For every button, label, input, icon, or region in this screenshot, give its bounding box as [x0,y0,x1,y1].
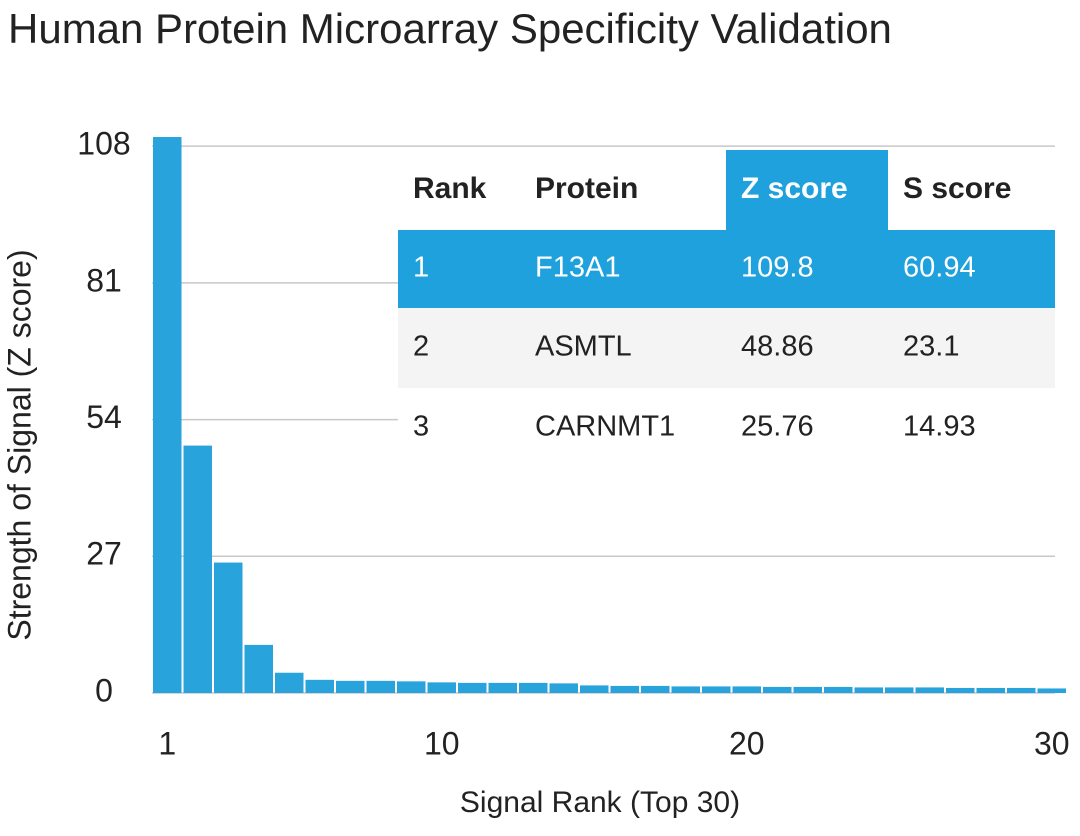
y-tick-label: 81 [86,262,122,298]
table-cell: 25.76 [741,411,814,443]
bar [275,672,304,693]
table-cell: ASMTL [535,331,632,363]
bar [702,686,731,693]
bar [580,685,609,693]
bar [549,683,578,693]
table-header: Rank [413,172,487,205]
bar [488,682,517,693]
x-tick-label: 30 [1034,725,1070,761]
bar [732,686,761,693]
table-header: Z score [741,172,848,205]
bar [793,686,822,693]
bar [1037,688,1066,693]
y-tick-label: 54 [86,399,122,435]
y-tick-label: 108 [77,126,130,162]
bar [183,445,212,693]
y-axis-label: Strength of Signal (Z score) [1,249,37,640]
table-cell: 3 [413,411,429,443]
bar [244,644,273,693]
table-header: S score [903,172,1011,205]
table-cell: 23.1 [903,331,959,363]
chart-title: Human Protein Microarray Specificity Val… [8,5,892,52]
table-header-highlight [726,150,888,230]
bar [397,681,426,693]
bar [427,682,456,693]
y-tick-label: 27 [86,536,122,572]
bar [366,680,395,693]
bar [458,682,487,693]
bar [885,687,914,693]
table-cell: 2 [413,331,429,363]
bar [214,562,243,693]
bar [915,687,944,693]
table-row-bg [398,388,1055,468]
table-cell: 1 [413,252,429,284]
bar [641,685,670,693]
bar [610,685,639,693]
bar [946,687,975,693]
table-row-bg [398,308,1055,388]
x-tick-label: 20 [729,725,765,761]
table-cell: 48.86 [741,331,814,363]
table-cell: 60.94 [903,252,976,284]
table-header: Protein [535,172,638,205]
bar [1007,687,1036,693]
bar [976,687,1005,693]
bar [763,686,792,693]
bar [519,682,548,693]
table-cell: 109.8 [741,252,814,284]
table-row-bg [398,230,1055,308]
bar [671,686,700,693]
bar [336,680,365,693]
x-tick-label: 1 [158,725,176,761]
bar [153,137,182,694]
table-cell: 14.93 [903,411,976,443]
bar [824,686,853,693]
table-cell: F13A1 [535,252,620,284]
table-cell: CARNMT1 [535,411,675,443]
x-tick-label: 10 [424,725,460,761]
x-axis-label: Signal Rank (Top 30) [460,786,740,819]
bar [305,679,334,693]
bar [854,687,883,693]
y-tick-label: 0 [95,672,113,708]
